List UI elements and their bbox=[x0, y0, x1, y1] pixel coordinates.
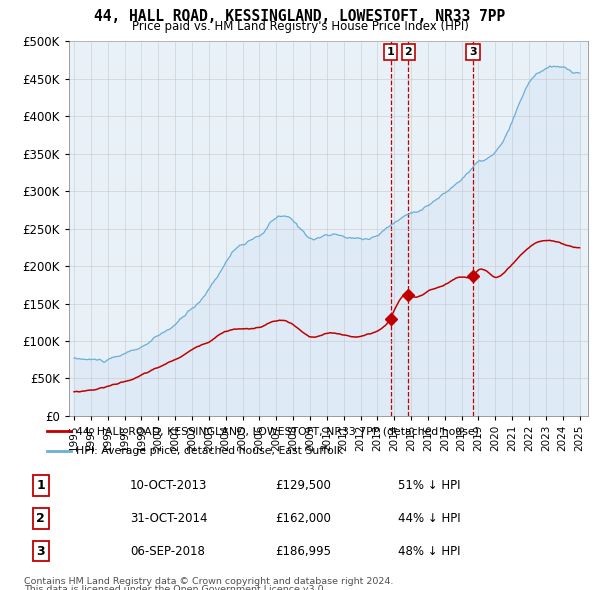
Text: Contains HM Land Registry data © Crown copyright and database right 2024.: Contains HM Land Registry data © Crown c… bbox=[24, 577, 394, 586]
Text: 06-SEP-2018: 06-SEP-2018 bbox=[130, 545, 205, 558]
Text: 1: 1 bbox=[37, 479, 45, 492]
Text: 3: 3 bbox=[37, 545, 45, 558]
Text: HPI: Average price, detached house, East Suffolk: HPI: Average price, detached house, East… bbox=[76, 446, 343, 455]
Text: 10-OCT-2013: 10-OCT-2013 bbox=[130, 479, 208, 492]
Text: 44, HALL ROAD, KESSINGLAND, LOWESTOFT, NR33 7PP (detached house): 44, HALL ROAD, KESSINGLAND, LOWESTOFT, N… bbox=[76, 427, 479, 436]
Text: £162,000: £162,000 bbox=[275, 512, 331, 525]
Text: 2: 2 bbox=[404, 47, 412, 57]
Text: 44, HALL ROAD, KESSINGLAND, LOWESTOFT, NR33 7PP: 44, HALL ROAD, KESSINGLAND, LOWESTOFT, N… bbox=[94, 9, 506, 24]
Text: 48% ↓ HPI: 48% ↓ HPI bbox=[398, 545, 460, 558]
Text: Price paid vs. HM Land Registry's House Price Index (HPI): Price paid vs. HM Land Registry's House … bbox=[131, 20, 469, 33]
Text: 31-OCT-2014: 31-OCT-2014 bbox=[130, 512, 208, 525]
Text: £129,500: £129,500 bbox=[275, 479, 331, 492]
Text: 3: 3 bbox=[469, 47, 477, 57]
Text: 1: 1 bbox=[386, 47, 394, 57]
Text: This data is licensed under the Open Government Licence v3.0.: This data is licensed under the Open Gov… bbox=[24, 585, 326, 590]
Text: 2: 2 bbox=[37, 512, 45, 525]
Text: 44% ↓ HPI: 44% ↓ HPI bbox=[398, 512, 460, 525]
Text: £186,995: £186,995 bbox=[275, 545, 331, 558]
Text: 51% ↓ HPI: 51% ↓ HPI bbox=[398, 479, 460, 492]
